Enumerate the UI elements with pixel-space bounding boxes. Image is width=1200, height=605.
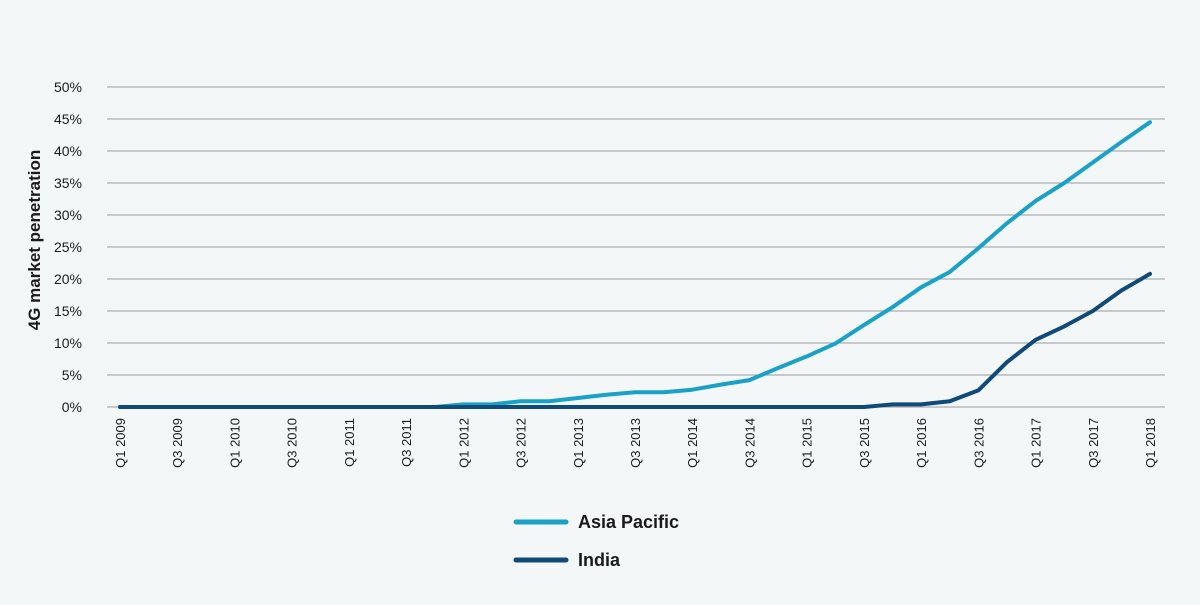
x-tick-label: Q1 2017 [1029, 418, 1044, 468]
y-tick-label: 40% [54, 143, 82, 159]
y-tick-label: 20% [54, 271, 82, 287]
series-line-asia-pacific [118, 120, 1152, 409]
y-tick-label: 25% [54, 239, 82, 255]
legend-label-asia-pacific: Asia Pacific [578, 512, 679, 532]
x-axis-tick-labels: Q1 2009 Q3 2009 Q1 2010 Q3 2010 Q1 2011 Q3 20… [113, 418, 1158, 468]
x-tick-label: Q3 2014 [742, 418, 757, 468]
y-tick-label: 0% [62, 399, 82, 415]
y-tick-label: 35% [54, 175, 82, 191]
x-tick-label: Q1 2013 [571, 418, 586, 468]
x-tick-label: Q1 2014 [685, 418, 700, 468]
x-tick-label: Q3 2017 [1086, 418, 1101, 468]
x-tick-label: Q3 2012 [514, 418, 529, 468]
x-tick-label: Q1 2015 [800, 418, 815, 468]
legend-label-india: India [578, 550, 621, 570]
x-tick-label: Q1 2018 [1143, 418, 1158, 468]
y-tick-label: 50% [54, 79, 82, 95]
y-tick-label: 5% [62, 367, 82, 383]
x-tick-label: Q3 2013 [628, 418, 643, 468]
gridlines [107, 86, 1165, 408]
y-axis-tick-labels: 0% 5% 10% 15% 20% 25% 30% 35% 40% 45% 50% [54, 79, 82, 415]
x-tick-label: Q3 2011 [399, 418, 414, 467]
y-axis-label: 4G market penetration [25, 150, 44, 330]
x-tick-label: Q1 2011 [342, 418, 357, 467]
series-lines [118, 120, 1152, 409]
x-tick-label: Q3 2010 [285, 418, 300, 468]
x-tick-label: Q1 2010 [227, 418, 242, 468]
x-tick-label: Q3 2015 [857, 418, 872, 468]
x-tick-label: Q1 2016 [914, 418, 929, 468]
y-tick-label: 30% [54, 207, 82, 223]
y-tick-label: 10% [54, 335, 82, 351]
series-line-india [118, 271, 1152, 409]
y-tick-label: 45% [54, 111, 82, 127]
x-tick-label: Q3 2016 [971, 418, 986, 468]
x-tick-label: Q1 2009 [113, 418, 128, 468]
x-tick-label: Q1 2012 [456, 418, 471, 468]
y-tick-label: 15% [54, 303, 82, 319]
legend: Asia Pacific India [513, 512, 679, 570]
x-tick-label: Q3 2009 [170, 418, 185, 468]
